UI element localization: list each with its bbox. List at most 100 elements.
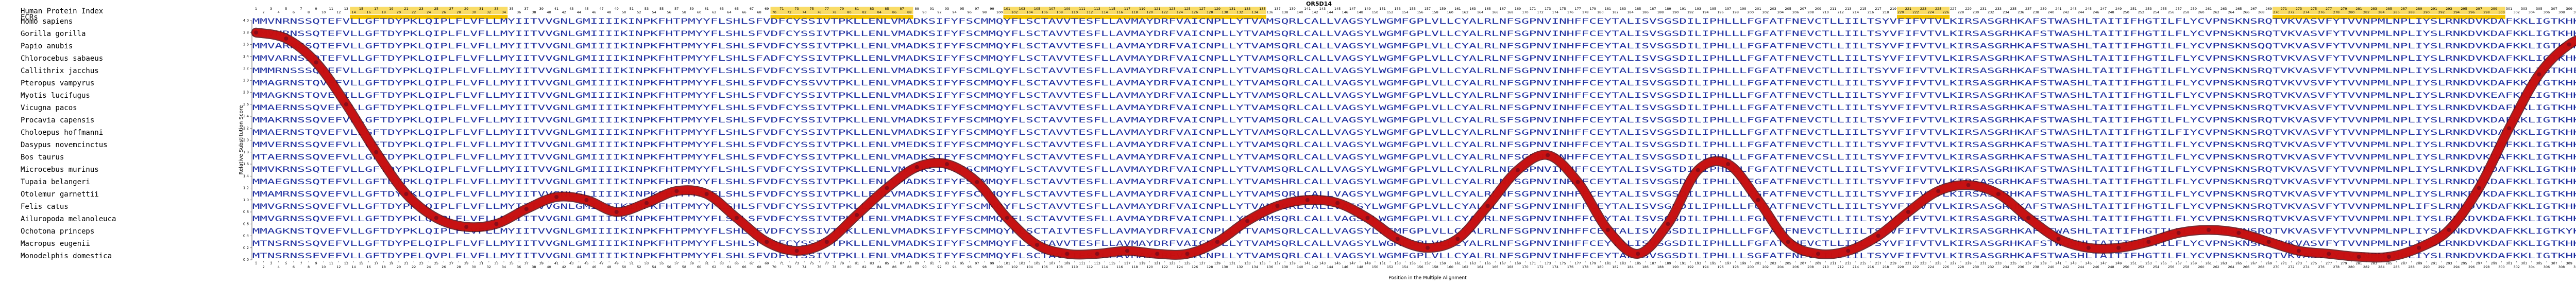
- score-point: [2327, 252, 2331, 256]
- x-tick-label: 56: [667, 265, 671, 269]
- x-tick-label: 107: [1049, 261, 1055, 265]
- x-tick-label: 166: [1492, 265, 1498, 269]
- x-tick-label: 287: [2401, 261, 2407, 265]
- x-tick-label: 123: [1169, 261, 1175, 265]
- x-tick-label: 298: [2483, 265, 2489, 269]
- score-point: [765, 240, 769, 244]
- species-name: Papio anubis: [21, 42, 73, 50]
- x-tick-label: 101: [1004, 261, 1010, 265]
- index-tick-label: 42: [562, 10, 566, 14]
- index-tick-label: 239: [2040, 7, 2046, 11]
- index-tick-label: 278: [2333, 10, 2340, 14]
- x-tick-label: 186: [1642, 265, 1649, 269]
- score-point: [2417, 245, 2421, 250]
- index-tick-label: 112: [1087, 10, 1093, 14]
- score-point: [314, 60, 318, 65]
- x-tick-label: 202: [1762, 265, 1769, 269]
- sequence: MMVGRNSSQVEFVLLGFTDYPKLQIPLFLVFLLMYIITVV…: [252, 203, 2576, 211]
- x-tick-label: 192: [1687, 265, 1693, 269]
- index-tick-label: 12: [336, 10, 341, 14]
- x-tick-label: 19: [389, 261, 393, 265]
- x-tick-label: 142: [1312, 265, 1318, 269]
- x-tick-label: 124: [1177, 265, 1183, 269]
- x-tick-label: 232: [1988, 265, 1994, 269]
- x-tick-label: 38: [532, 265, 536, 269]
- x-tick-label: 151: [1379, 261, 1385, 265]
- index-tick-label: 165: [1484, 7, 1490, 11]
- index-tick-label: 54: [652, 10, 656, 14]
- index-tick-label: 10: [321, 10, 326, 14]
- x-tick-label: 306: [2544, 265, 2550, 269]
- score-point: [2207, 227, 2211, 232]
- index-tick-label: 62: [712, 10, 716, 14]
- x-tick-label: 266: [2243, 265, 2249, 269]
- index-tick-label: 284: [2378, 10, 2384, 14]
- index-tick-label: 1: [255, 7, 257, 11]
- x-tick-label: 301: [2506, 261, 2512, 265]
- index-tick-label: 203: [1770, 7, 1776, 11]
- x-tick-label: 141: [1304, 261, 1311, 265]
- x-tick-label: 252: [2138, 265, 2144, 269]
- index-tick-label: 174: [1552, 10, 1558, 14]
- x-tick-label: 106: [1041, 265, 1047, 269]
- x-tick-label: 285: [2386, 261, 2392, 265]
- x-tick-label: 271: [2281, 261, 2287, 265]
- index-tick-label: 117: [1124, 7, 1130, 11]
- x-tick-label: 214: [1853, 265, 1859, 269]
- x-tick-label: 206: [1792, 265, 1799, 269]
- x-tick-label: 163: [1469, 261, 1476, 265]
- species-name: Gorilla gorilla: [21, 30, 86, 38]
- index-tick-label: 188: [1657, 10, 1664, 14]
- index-tick-label: 233: [1995, 7, 2002, 11]
- x-tick-label: 146: [1342, 265, 1348, 269]
- index-tick-label: 154: [1402, 10, 1408, 14]
- index-tick-label: 257: [2175, 7, 2181, 11]
- x-tick-label: 184: [1627, 265, 1633, 269]
- y-tick-label: 0.8: [243, 210, 249, 214]
- x-tick-label: 235: [2010, 261, 2016, 265]
- ecr-bar: [1897, 15, 1950, 19]
- score-point: [2236, 230, 2241, 235]
- index-tick-label: 108: [1057, 10, 1063, 14]
- index-tick-label: 190: [1672, 10, 1679, 14]
- x-tick-label: 289: [2416, 261, 2422, 265]
- score-point: [1906, 210, 1910, 214]
- index-tick-label: 43: [569, 7, 573, 11]
- index-tick-label: 281: [2355, 7, 2362, 11]
- index-tick-label: 302: [2513, 10, 2519, 14]
- x-tick-label: 172: [1537, 265, 1543, 269]
- x-tick-label: 111: [1079, 261, 1085, 265]
- x-tick-label: 190: [1672, 265, 1679, 269]
- x-tick-label: 191: [1680, 261, 1686, 265]
- x-tick-label: 243: [2070, 261, 2076, 265]
- x-tick-label: 39: [539, 261, 544, 265]
- x-tick-label: 288: [2408, 265, 2414, 269]
- x-tick-label: 197: [1725, 261, 1731, 265]
- index-tick-label: 235: [2010, 7, 2016, 11]
- index-tick-label: 99: [990, 7, 994, 11]
- x-tick-label: 3: [270, 261, 272, 265]
- x-tick-label: 112: [1087, 265, 1093, 269]
- x-tick-label: 60: [697, 265, 701, 269]
- x-tick-label: 204: [1777, 265, 1784, 269]
- index-tick-label: 31: [479, 7, 483, 11]
- x-tick-label: 269: [2265, 261, 2272, 265]
- index-tick-label: 234: [2003, 10, 2009, 14]
- index-tick-label: 289: [2416, 7, 2422, 11]
- sequence: MMAERNSTQVEFVLLGFTDYPKLQIPLFLVFLLMYIITVV…: [252, 129, 2576, 137]
- index-tick-label: 227: [1950, 7, 1956, 11]
- x-tick-label: 164: [1477, 265, 1483, 269]
- index-tick-label: 200: [1748, 10, 1754, 14]
- x-tick-label: 32: [487, 265, 491, 269]
- x-tick-label: 42: [562, 265, 566, 269]
- x-tick-label: 127: [1199, 261, 1205, 265]
- index-tick-label: 139: [1289, 7, 1295, 11]
- x-tick-label: 278: [2333, 265, 2340, 269]
- x-tick-label: 251: [2130, 261, 2137, 265]
- x-tick-label: 33: [494, 261, 498, 265]
- index-tick-label: 307: [2551, 7, 2557, 11]
- index-tick-label: 87: [900, 7, 904, 11]
- x-tick-label: 18: [382, 265, 386, 269]
- index-tick-label: 286: [2393, 10, 2399, 14]
- x-tick-label: 88: [907, 265, 911, 269]
